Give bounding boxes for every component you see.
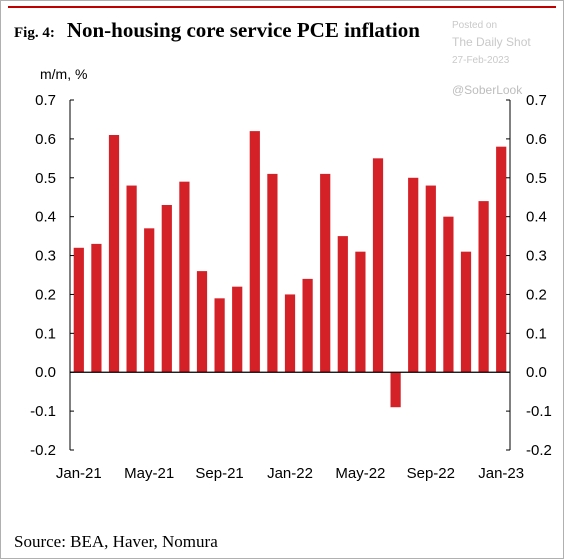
bar-Oct-21	[232, 286, 243, 373]
bar-Feb-22	[302, 278, 313, 373]
left-y-tick-label: 0.3	[35, 248, 56, 265]
left-y-tick-label: 0.4	[35, 209, 56, 226]
watermark-date: 27-Feb-2023	[452, 55, 510, 66]
right-y-tick-label: 0.1	[526, 325, 547, 342]
left-y-tick-label: 0.5	[35, 170, 56, 187]
left-y-tick-label: 0.0	[35, 364, 56, 381]
bar-Dec-22	[478, 201, 489, 373]
bar-Jan-21	[73, 247, 84, 373]
right-y-tick-label: -0.1	[526, 403, 552, 420]
bar-Sep-22	[425, 185, 436, 373]
left-y-tick-label: 0.6	[35, 131, 56, 148]
bar-Jun-21	[161, 205, 172, 373]
top-rule	[8, 6, 556, 8]
bar-Dec-21	[267, 173, 278, 373]
right-y-tick-label: 0.3	[526, 248, 547, 265]
x-tick-label: May-21	[124, 465, 174, 482]
bar-Sep-21	[214, 298, 225, 373]
x-tick-label: Sep-22	[407, 465, 455, 482]
left-y-tick-label: -0.1	[30, 403, 56, 420]
watermark-posted-on: Posted on	[452, 20, 498, 31]
x-tick-label: Jan-23	[478, 465, 524, 482]
bar-Nov-22	[460, 251, 472, 373]
right-y-tick-label: 0.2	[526, 286, 547, 303]
right-y-tick-label: 0.7	[526, 92, 547, 109]
bar-Mar-21	[108, 135, 120, 373]
right-y-tick-label: -0.2	[526, 442, 552, 459]
right-y-tick-label: 0.6	[526, 131, 547, 148]
watermark-handle: @SoberLook	[452, 83, 523, 97]
title-row: Fig. 4: Non-housing core service PCE inf…	[14, 18, 420, 43]
bar-Apr-21	[126, 185, 137, 373]
bar-Apr-22	[337, 236, 348, 373]
x-tick-label: May-22	[335, 465, 385, 482]
bar-Jan-22	[284, 294, 296, 373]
watermark-source: The Daily Shot	[452, 35, 531, 49]
chart-title: Non-housing core service PCE inflation	[66, 18, 420, 42]
bar-Jul-22	[390, 372, 401, 408]
figure-label: Fig. 4:	[14, 25, 55, 41]
bar-Aug-22	[408, 177, 419, 373]
bar-Jan-23	[496, 146, 507, 373]
y-axis-unit-label: m/m, %	[40, 66, 88, 82]
source-note: Source: BEA, Haver, Nomura	[14, 532, 218, 551]
bar-Oct-22	[443, 216, 454, 373]
right-y-tick-label: 0.4	[526, 209, 547, 226]
x-tick-label: Sep-21	[195, 465, 243, 482]
bar-May-21	[144, 228, 155, 373]
left-y-tick-label: 0.2	[35, 286, 56, 303]
left-y-tick-label: 0.7	[35, 92, 56, 109]
bar-Feb-21	[91, 243, 102, 373]
left-y-tick-label: -0.2	[30, 442, 56, 459]
bar-Nov-21	[249, 131, 260, 373]
bar-Aug-21	[196, 271, 208, 373]
bar-Mar-22	[320, 173, 331, 373]
right-y-tick-label: 0.0	[526, 364, 547, 381]
right-y-tick-label: 0.5	[526, 170, 547, 187]
bar-Jul-21	[179, 181, 190, 373]
bar-Jun-22	[372, 158, 384, 373]
x-tick-label: Jan-21	[56, 465, 102, 482]
x-tick-label: Jan-22	[267, 465, 313, 482]
bar-May-22	[355, 251, 366, 373]
left-y-tick-label: 0.1	[35, 325, 56, 342]
